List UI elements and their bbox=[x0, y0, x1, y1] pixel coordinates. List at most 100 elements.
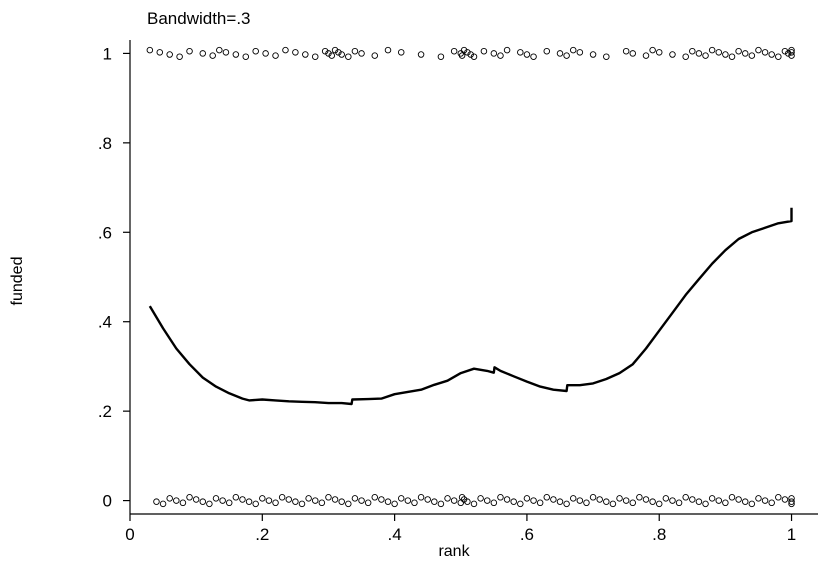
data-point bbox=[239, 496, 246, 503]
data-point bbox=[417, 494, 425, 501]
data-point bbox=[702, 500, 709, 508]
data-point bbox=[622, 497, 630, 504]
data-point bbox=[576, 49, 584, 56]
data-point bbox=[735, 496, 742, 503]
data-point bbox=[199, 50, 207, 57]
y-tick-label: .2 bbox=[98, 402, 112, 421]
data-point bbox=[609, 500, 617, 508]
data-point bbox=[728, 494, 736, 501]
data-point bbox=[179, 499, 187, 507]
data-point bbox=[708, 46, 716, 54]
data-point bbox=[153, 498, 160, 505]
data-point bbox=[563, 52, 570, 59]
data-point bbox=[397, 49, 405, 56]
data-point bbox=[741, 50, 749, 57]
data-point bbox=[176, 53, 183, 60]
data-point bbox=[351, 47, 359, 55]
data-point bbox=[311, 53, 319, 60]
data-point bbox=[477, 495, 484, 502]
data-point bbox=[358, 50, 365, 57]
data-point bbox=[458, 52, 466, 59]
data-point bbox=[219, 497, 226, 504]
y-tick-label: .6 bbox=[98, 223, 112, 242]
data-point bbox=[702, 52, 709, 59]
data-point bbox=[331, 46, 339, 54]
data-point bbox=[278, 494, 286, 501]
data-point bbox=[741, 498, 749, 505]
data-point bbox=[450, 47, 458, 55]
data-point bbox=[166, 51, 173, 58]
data-point bbox=[662, 495, 670, 502]
data-point bbox=[225, 499, 233, 507]
data-point bbox=[589, 51, 597, 58]
data-point bbox=[338, 51, 345, 58]
data-point bbox=[209, 52, 216, 59]
data-point bbox=[682, 494, 689, 501]
data-point bbox=[212, 495, 220, 502]
data-point bbox=[768, 499, 775, 507]
data-point bbox=[784, 50, 792, 57]
data-point bbox=[523, 51, 531, 58]
data-point bbox=[216, 46, 223, 54]
data-point bbox=[272, 52, 279, 59]
scatter-markers bbox=[146, 46, 795, 508]
y-tick-label: .8 bbox=[98, 134, 112, 153]
data-point bbox=[259, 495, 266, 502]
data-point bbox=[397, 495, 405, 502]
data-point bbox=[775, 53, 782, 60]
data-point bbox=[748, 500, 756, 508]
data-point bbox=[530, 53, 537, 60]
data-point bbox=[464, 498, 471, 505]
data-point bbox=[298, 500, 306, 508]
data-point bbox=[722, 499, 729, 507]
data-point bbox=[311, 497, 319, 504]
data-point bbox=[292, 49, 299, 56]
data-point bbox=[335, 49, 342, 56]
data-point bbox=[371, 494, 379, 501]
data-point bbox=[788, 46, 795, 54]
data-point bbox=[325, 494, 332, 501]
x-axis-title: rank bbox=[438, 543, 470, 560]
data-point bbox=[695, 498, 703, 505]
data-point bbox=[490, 499, 498, 507]
data-point bbox=[569, 495, 577, 502]
data-point bbox=[536, 499, 544, 507]
data-point bbox=[460, 496, 468, 503]
y-tick-label: 1 bbox=[103, 44, 112, 63]
data-point bbox=[328, 52, 336, 59]
data-point bbox=[232, 494, 240, 501]
data-point bbox=[232, 51, 240, 58]
data-point bbox=[596, 496, 603, 503]
data-point bbox=[166, 495, 173, 502]
data-point bbox=[467, 51, 474, 58]
data-point bbox=[569, 46, 577, 54]
y-tick-label: 0 bbox=[103, 492, 112, 511]
x-tick-label: .2 bbox=[255, 525, 269, 544]
data-point bbox=[173, 497, 180, 504]
data-point bbox=[583, 499, 590, 507]
data-point bbox=[603, 53, 610, 60]
data-point bbox=[622, 47, 630, 55]
x-tick-label: .4 bbox=[388, 525, 402, 544]
data-point bbox=[242, 53, 250, 60]
data-point bbox=[245, 498, 253, 505]
data-point bbox=[338, 498, 345, 505]
data-point bbox=[517, 49, 524, 56]
data-point bbox=[470, 53, 478, 60]
data-point bbox=[364, 499, 372, 507]
data-point bbox=[404, 497, 412, 504]
data-point bbox=[483, 497, 491, 504]
data-point bbox=[755, 495, 762, 502]
data-point bbox=[629, 50, 637, 57]
data-point bbox=[345, 500, 352, 508]
data-point bbox=[655, 49, 663, 56]
data-point bbox=[206, 500, 213, 508]
data-point bbox=[735, 47, 742, 55]
x-tick-label: .6 bbox=[520, 525, 534, 544]
data-point bbox=[503, 496, 511, 503]
data-point bbox=[437, 53, 445, 60]
data-point bbox=[384, 498, 392, 505]
data-point bbox=[464, 49, 471, 56]
data-point bbox=[325, 50, 332, 57]
